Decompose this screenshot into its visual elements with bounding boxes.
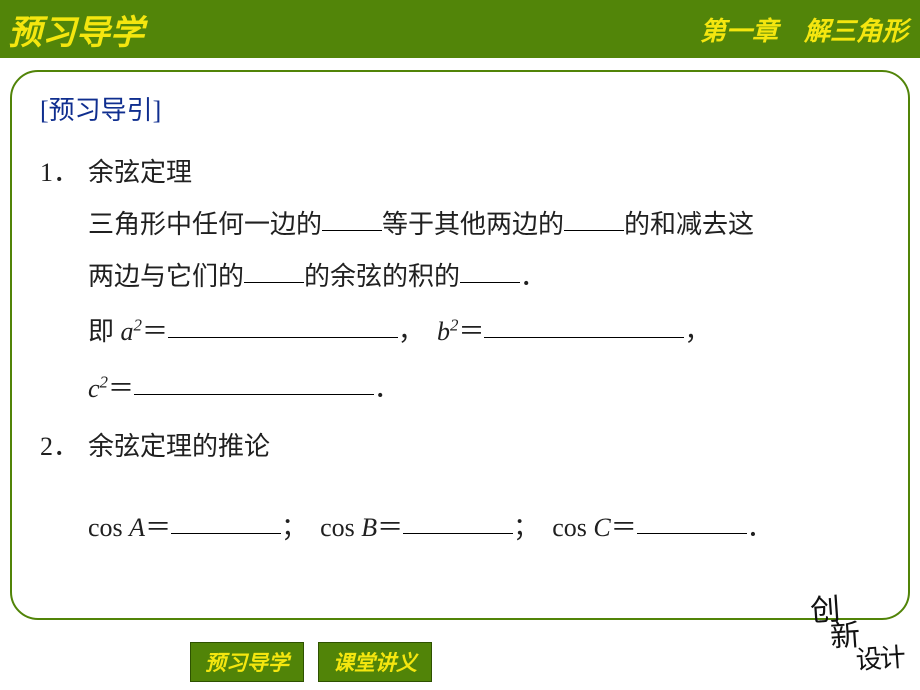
item-title: 余弦定理	[88, 147, 880, 199]
logo-line-3: 设计	[855, 645, 905, 672]
math-variable: C	[593, 513, 610, 542]
fill-blank-line: 三角形中任何一边的等于其他两边的的和减去这	[88, 199, 880, 251]
math-variable: c2	[88, 374, 108, 403]
item-number: 1．	[40, 147, 88, 417]
footer-tabs: 预习导学 课堂讲义	[190, 642, 432, 682]
blank-field[interactable]	[171, 508, 281, 534]
header-right-title: 第一章 解三角形	[700, 11, 908, 48]
blank-field[interactable]	[564, 205, 624, 231]
header-left-title: 预习导学	[8, 5, 144, 54]
blank-field[interactable]	[403, 508, 513, 534]
blank-field[interactable]	[484, 312, 684, 338]
blank-field[interactable]	[168, 312, 398, 338]
item-number: 2．	[40, 421, 88, 559]
list-item: 1．余弦定理三角形中任何一边的等于其他两边的的和减去这两边与它们的的余弦的积的．…	[40, 147, 880, 417]
cos-formula-line: cos A＝； cos B＝； cos C＝．	[88, 497, 880, 559]
items-container: 1．余弦定理三角形中任何一边的等于其他两边的的和减去这两边与它们的的余弦的积的．…	[40, 147, 880, 560]
brand-logo: 创 新 设计	[809, 592, 904, 675]
item-body: 余弦定理的推论 cos A＝； cos B＝； cos C＝．	[88, 421, 880, 559]
fill-blank-line: 两边与它们的的余弦的积的．	[88, 251, 880, 303]
math-variable: a2	[121, 317, 142, 346]
formula-line: 即 a2＝， b2＝，	[88, 303, 880, 360]
tab-lecture[interactable]: 课堂讲义	[318, 642, 432, 682]
math-variable: b2	[437, 317, 458, 346]
math-variable: B	[361, 513, 377, 542]
section-title: [预习导引]	[40, 90, 880, 127]
content-panel: [预习导引] 1．余弦定理三角形中任何一边的等于其他两边的的和减去这两边与它们的…	[10, 70, 910, 620]
item-title: 余弦定理的推论	[88, 421, 880, 473]
blank-field[interactable]	[244, 257, 304, 283]
item-body: 余弦定理三角形中任何一边的等于其他两边的的和减去这两边与它们的的余弦的积的．即 …	[88, 147, 880, 417]
list-item: 2．余弦定理的推论 cos A＝； cos B＝； cos C＝．	[40, 421, 880, 559]
blank-field[interactable]	[460, 257, 520, 283]
formula-line: c2＝．	[88, 360, 880, 417]
blank-field[interactable]	[322, 205, 382, 231]
header-bar: 预习导学 第一章 解三角形	[0, 0, 920, 58]
math-variable: A	[129, 513, 145, 542]
tab-preview[interactable]: 预习导学	[190, 642, 304, 682]
blank-field[interactable]	[134, 369, 374, 395]
blank-field[interactable]	[637, 508, 747, 534]
